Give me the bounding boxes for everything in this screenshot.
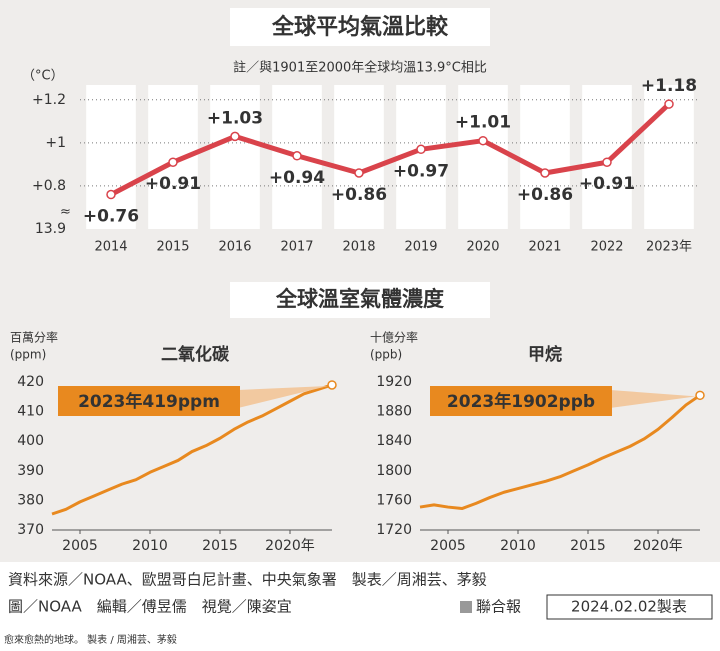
end-point bbox=[695, 390, 705, 401]
column-band bbox=[644, 85, 694, 229]
x-tick-label: 2022 bbox=[590, 240, 623, 255]
x-tick-label: 2017 bbox=[280, 240, 313, 255]
x-tick-label: 2020年 bbox=[265, 538, 315, 554]
x-tick-label: 2005 bbox=[62, 538, 98, 554]
caption: 愈來愈熱的地球。 製表 / 周湘芸、茅毅 bbox=[4, 633, 177, 646]
data-label: +0.86 bbox=[517, 185, 573, 205]
column-band bbox=[210, 85, 260, 229]
section-title-box bbox=[230, 282, 490, 318]
column-band bbox=[520, 85, 570, 229]
data-point bbox=[292, 151, 302, 161]
subtitle: 註／與1901至2000年全球均溫13.9°C相比 bbox=[233, 60, 487, 76]
credits-line: 圖／NOAA 編輯／傅昱儒 視覺／陳姿宜 bbox=[8, 598, 292, 616]
y-tick-label: 380 bbox=[17, 492, 44, 508]
data-label: +0.76 bbox=[83, 207, 139, 227]
y-tick-label: 1760 bbox=[376, 492, 412, 508]
publisher: 聯合報 bbox=[476, 598, 521, 616]
data-line bbox=[419, 394, 701, 511]
data-label: +1.03 bbox=[207, 108, 263, 128]
x-tick-label: 2015 bbox=[156, 240, 189, 255]
y-tick-label: 400 bbox=[17, 433, 44, 449]
data-label: +0.91 bbox=[145, 174, 201, 194]
data-point bbox=[168, 157, 178, 167]
date-box bbox=[546, 594, 713, 620]
y-tick-label: 390 bbox=[17, 463, 44, 479]
x-tick-label: 2015 bbox=[570, 538, 606, 554]
date: 2024.02.02製表 bbox=[571, 598, 687, 616]
data-label: +0.91 bbox=[579, 174, 635, 194]
title-box bbox=[230, 8, 490, 46]
data-point bbox=[230, 131, 240, 142]
data-label: +0.97 bbox=[393, 161, 449, 181]
y-unit: 十億分率 bbox=[370, 330, 418, 345]
data-point bbox=[416, 144, 426, 155]
y-tick-label: 1840 bbox=[376, 433, 412, 449]
end-point bbox=[327, 380, 337, 390]
x-tick-label: 2020 bbox=[466, 240, 499, 255]
data-label: +0.94 bbox=[269, 168, 325, 188]
annotation-box bbox=[430, 386, 612, 416]
data-point bbox=[664, 99, 674, 109]
y-tick-label: 1800 bbox=[376, 463, 412, 479]
y-tick-label: +1 bbox=[45, 135, 66, 151]
x-tick-label: 2023年 bbox=[646, 240, 692, 255]
y-tick-label: 420 bbox=[17, 374, 44, 390]
data-label: +0.86 bbox=[331, 185, 387, 205]
y-tick-label: 1720 bbox=[376, 522, 412, 538]
annotation: 2023年1902ppb bbox=[447, 391, 595, 412]
x-tick-label: 2010 bbox=[132, 538, 168, 554]
x-tick-label: 2015 bbox=[202, 538, 238, 554]
annotation: 2023年419ppm bbox=[78, 391, 220, 412]
y-unit: (ppb) bbox=[370, 348, 402, 362]
column-band bbox=[582, 85, 632, 229]
x-tick-label: 2005 bbox=[430, 538, 466, 554]
chart-title: 二氧化碳 bbox=[161, 344, 230, 365]
column-band bbox=[86, 85, 136, 229]
annotation-pointer bbox=[238, 385, 328, 408]
data-label: +1.01 bbox=[455, 113, 511, 133]
data-line bbox=[109, 102, 671, 197]
data-line bbox=[51, 383, 333, 516]
annotation-pointer bbox=[610, 390, 696, 408]
data-point bbox=[354, 168, 364, 178]
y-unit: 百萬分率 bbox=[10, 330, 58, 345]
source-line: 資料來源／NOAA、歐盟哥白尼計畫、中央氣象署 製表／周湘芸、茅毅 bbox=[8, 571, 487, 589]
y-tick-label: 410 bbox=[17, 404, 44, 420]
data-point bbox=[478, 135, 488, 146]
section-title: 全球溫室氣體濃度 bbox=[275, 287, 444, 311]
x-tick-label: 2020年 bbox=[633, 538, 683, 554]
chart-title: 全球平均氣溫比較 bbox=[271, 14, 449, 40]
y-tick-label: 370 bbox=[17, 522, 44, 538]
x-tick-label: 2018 bbox=[342, 240, 375, 255]
x-tick-label: 2010 bbox=[500, 538, 536, 554]
data-point bbox=[602, 157, 612, 167]
x-tick-label: 2019 bbox=[404, 240, 437, 255]
y-tick-label: 1920 bbox=[376, 374, 412, 390]
axis-break: ≈ bbox=[60, 205, 71, 220]
column-band bbox=[458, 85, 508, 229]
y-tick-label: +0.8 bbox=[32, 178, 66, 194]
background bbox=[0, 0, 720, 562]
y-tick-label: 1880 bbox=[376, 404, 412, 420]
x-tick-label: 2014 bbox=[94, 240, 127, 255]
data-point bbox=[106, 189, 116, 200]
data-point bbox=[540, 168, 550, 178]
y-unit: (ppm) bbox=[10, 348, 46, 362]
publisher-icon bbox=[460, 601, 472, 613]
data-label: +1.18 bbox=[641, 76, 697, 96]
y-tick-label: +1.2 bbox=[32, 92, 66, 108]
y-tick-label: 13.9 bbox=[35, 221, 66, 237]
x-tick-label: 2021 bbox=[528, 240, 561, 255]
y-unit: （°C） bbox=[22, 69, 64, 84]
x-tick-label: 2016 bbox=[218, 240, 251, 255]
chart-title: 甲烷 bbox=[528, 344, 562, 365]
annotation-box bbox=[58, 386, 240, 416]
column-band bbox=[334, 85, 384, 229]
